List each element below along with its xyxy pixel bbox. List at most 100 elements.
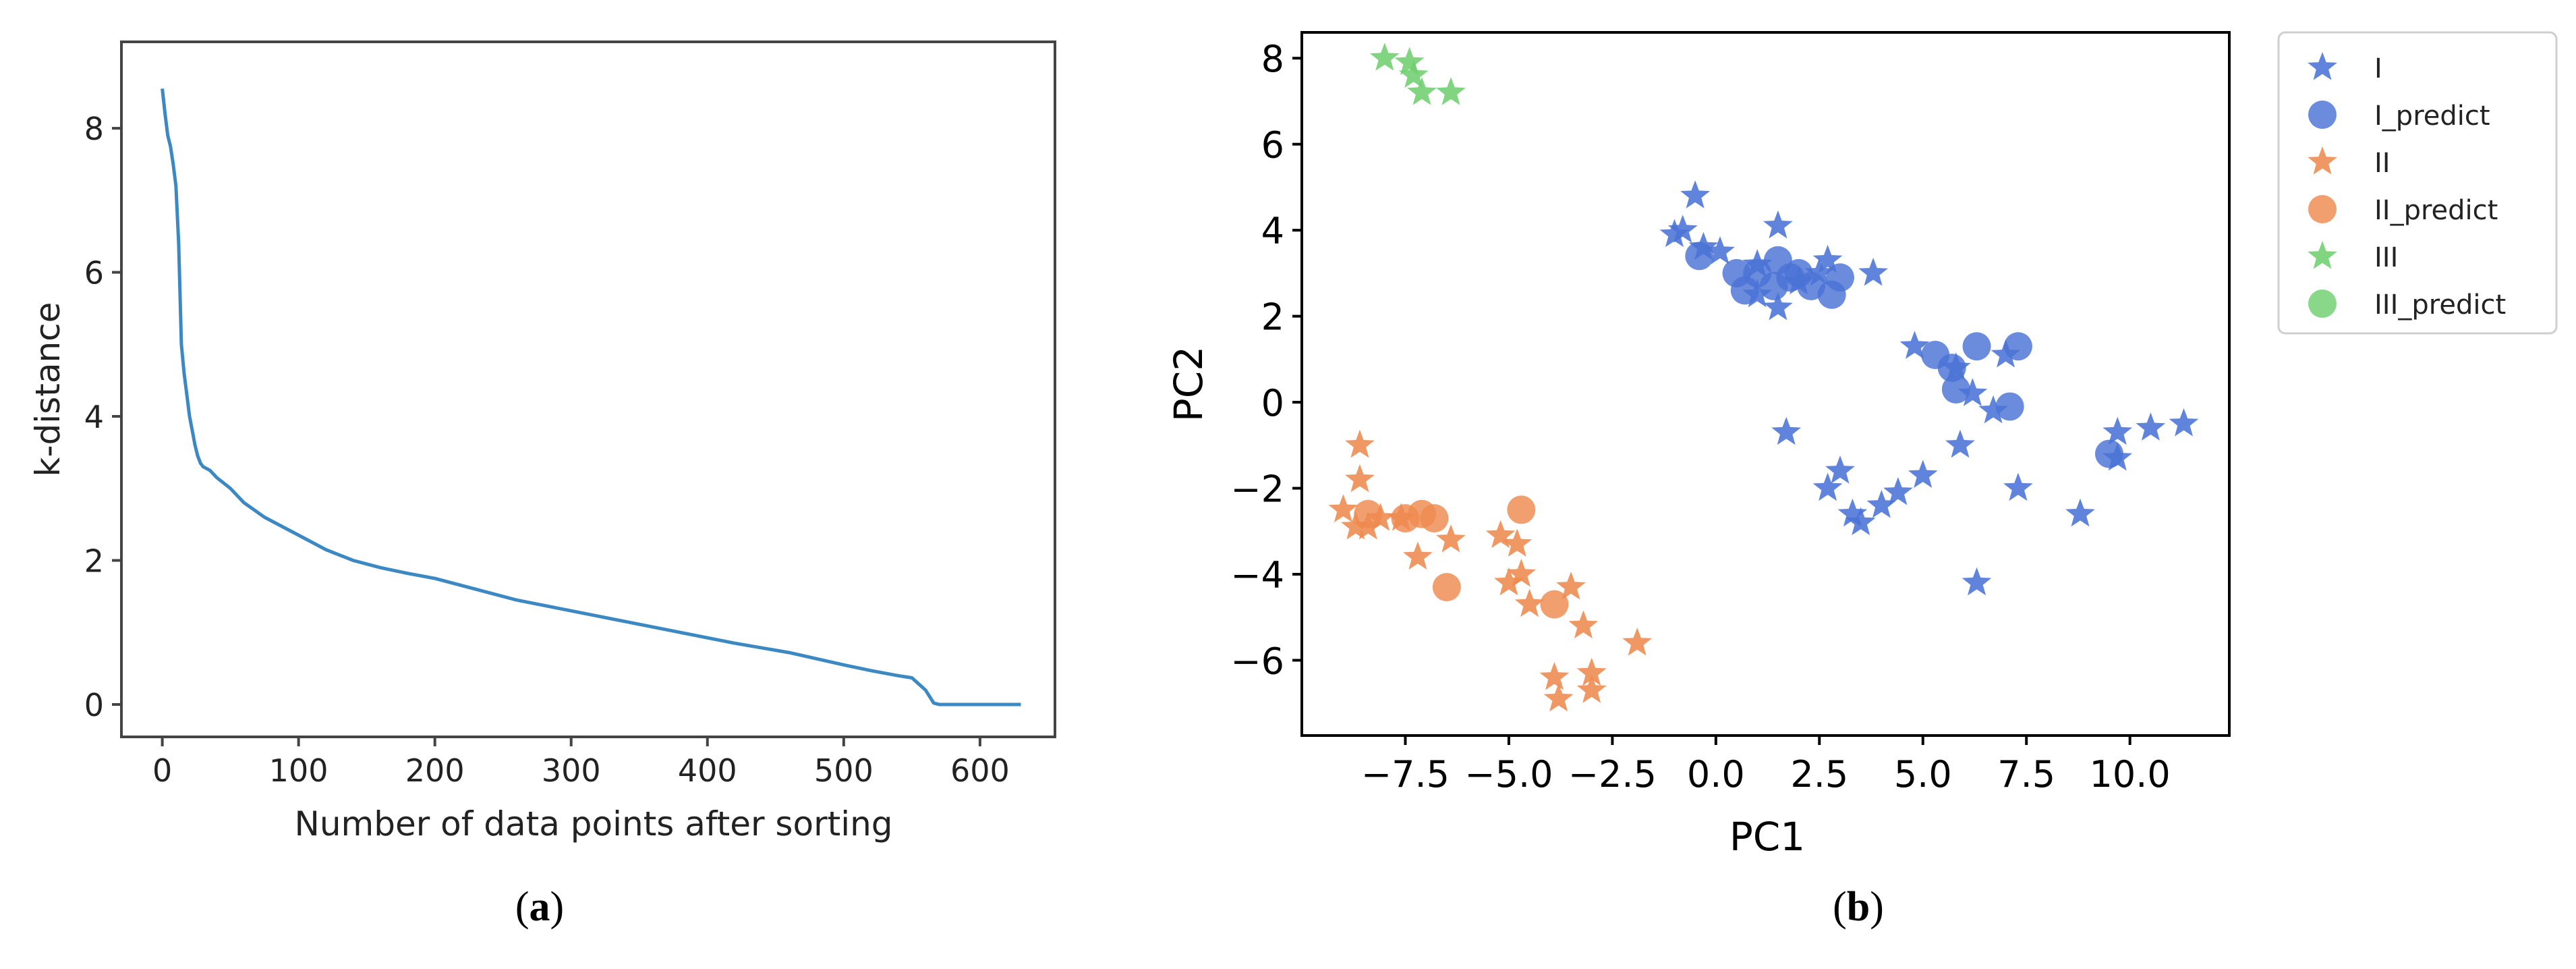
legend-label-iii: III [2374,242,2398,273]
point-iii [1398,59,1429,88]
legend-item-ii: II [2308,146,2391,179]
caption-b: (b) [1833,884,1884,930]
point-i-predict [1962,332,1991,361]
plot-a-y-ticks: 0 2 4 6 8 [84,111,121,723]
caption-b-open: ( [1833,884,1847,930]
point-iii [1394,47,1425,76]
legend-marker-i [2308,52,2337,80]
point-ii [1543,683,1574,712]
legend-item-i-predict: I_predict [2308,101,2490,132]
legend-label-iii-predict: III_predict [2374,289,2506,321]
plot-a-frame [120,40,1056,738]
legend-item-iii-predict: III_predict [2308,289,2506,321]
point-i [1812,244,1843,273]
point-i [2102,416,2133,445]
point-i [1763,292,1793,321]
legend-label-i: I [2374,53,2382,84]
legend-label-ii-predict: II_predict [2374,195,2498,226]
point-i [2065,498,2095,527]
point-i [1680,180,1710,209]
caption-a-letter: a [529,884,550,930]
point-ii [1436,524,1466,553]
point-i-predict [2094,439,2123,468]
plot-a-xtick-label: 600 [950,752,1010,789]
legend-item-iii: III [2308,241,2398,273]
point-ii [1328,494,1358,522]
point-ii [1345,464,1375,493]
point-ii [1576,657,1607,686]
point-i-predict [2003,332,2032,361]
point-i-predict [1817,280,1846,309]
legend-marker-iii-predict [2308,289,2337,318]
point-i-predict [1941,375,1970,404]
point-i [1804,257,1835,286]
point-i [1899,331,1930,359]
legend-item-i: I [2308,52,2382,84]
legend-marker-ii-predict [2308,195,2337,223]
plot-b-ytick-label: 2 [1261,296,1284,339]
plot-b-xtick-label: 7.5 [1997,753,2055,796]
point-ii-predict [1507,495,1536,524]
caption-a: (a) [515,884,564,930]
plot-b-x-ticks: −7.5 −5.0 −2.5 0.0 2.5 5.0 7.5 10.0 [1361,736,2171,796]
point-i [1705,236,1735,265]
point-i-predict [1776,263,1805,292]
plot-b-ytick-label: −2 [1230,468,1284,511]
plot-a-xtick-label: 400 [678,752,737,789]
plot-b-ytick-label: −6 [1230,640,1284,682]
plot-b-ytick-label: 8 [1261,38,1284,80]
point-i [1866,490,1897,518]
point-i-predict [1995,392,2024,421]
plot-a-xtick-label: 0 [152,752,172,789]
point-i [1837,498,1868,527]
k-distance-line [161,88,1021,707]
plot-b-ytick-label: 6 [1261,124,1284,167]
plot-b-xtick-label: 2.5 [1790,753,1848,796]
plot-a-xtick-label: 200 [405,752,465,789]
plot-a-xlabel: Number of data points after sorting [294,804,892,843]
point-i [1858,257,1888,286]
plot-a-ytick-label: 4 [84,399,104,435]
plot-b-ytick-label: −4 [1230,554,1284,597]
point-ii-predict [1540,590,1569,619]
point-i [1908,460,1938,488]
point-i-predict [1685,242,1714,271]
point-i [1957,378,1988,406]
plot-a-ylabel: k-distance [28,302,67,477]
legend-marker-iii [2308,241,2337,269]
legend-box [2277,31,2558,335]
point-i [1763,210,1793,239]
point-ii-predict [1354,499,1383,528]
point-ii [1345,429,1375,458]
point-ii [1514,588,1545,617]
point-i [1962,567,1992,596]
plot-a-ytick-label: 0 [84,687,104,723]
plot-b-xlabel: PC1 [1729,814,1805,860]
point-ii [1403,541,1433,570]
point-i [1978,395,2008,424]
point-ii [1340,511,1371,540]
point-i [1812,472,1843,501]
point-i-predict [1730,276,1759,305]
plot-b-xtick-label: −5.0 [1464,753,1553,796]
plot-a-ytick-label: 6 [84,255,104,292]
plot-b-xtick-label: 5.0 [1894,753,1952,796]
point-i-predict [1937,354,1966,383]
plot-b-xtick-label: −2.5 [1568,753,1657,796]
point-ii-predict [1432,573,1461,602]
caption-b-letter: b [1847,884,1870,930]
plot-b-ytick-label: 4 [1261,210,1284,252]
caption-a-open: ( [515,884,529,930]
point-ii [1494,567,1524,596]
point-i [1883,476,1913,505]
plot-b-xtick-label: 10.0 [2090,753,2171,796]
point-i [1991,339,2021,368]
point-i [1945,429,1975,458]
plot-a-ytick-label: 2 [84,543,104,579]
point-ii [1622,628,1653,656]
plot-b-frame [1300,31,2231,737]
legend-label-i-predict: I_predict [2374,101,2490,132]
legend-item-ii-predict: II_predict [2308,195,2498,226]
plot-a-xtick-label: 300 [542,752,601,789]
